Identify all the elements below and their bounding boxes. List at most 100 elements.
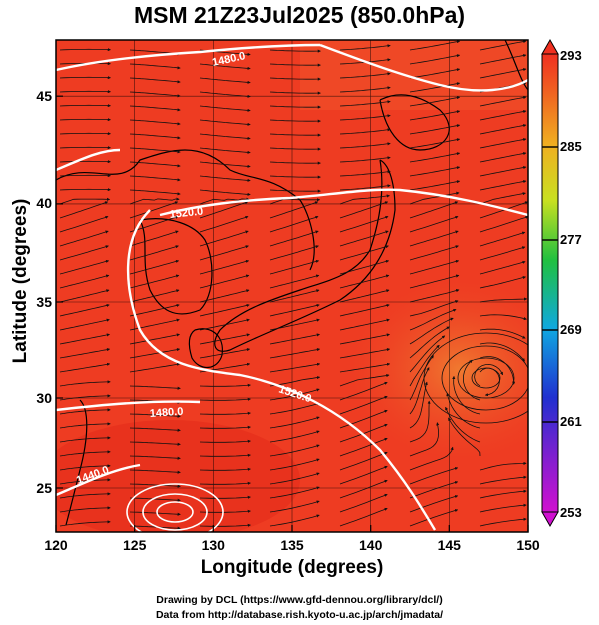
streamline bbox=[479, 475, 527, 485]
y-tick-label: 45 bbox=[36, 88, 52, 104]
streamline bbox=[269, 444, 320, 457]
streamline bbox=[59, 394, 111, 401]
streamline bbox=[409, 300, 459, 317]
streamline bbox=[339, 373, 390, 387]
streamline bbox=[129, 289, 180, 303]
streamline bbox=[199, 509, 251, 513]
streamline bbox=[339, 245, 389, 261]
streamline bbox=[129, 469, 181, 474]
streamline bbox=[409, 274, 460, 289]
streamline bbox=[269, 318, 320, 331]
streamline bbox=[59, 450, 111, 457]
streamline bbox=[409, 110, 461, 121]
streamline bbox=[199, 201, 249, 219]
streamline bbox=[129, 77, 181, 84]
streamline bbox=[59, 408, 111, 415]
streamline bbox=[269, 333, 321, 345]
streamline bbox=[199, 397, 251, 401]
x-tick-label: 130 bbox=[201, 537, 225, 553]
streamline bbox=[199, 230, 249, 247]
streamline bbox=[339, 333, 391, 345]
x-tick-marks bbox=[55, 95, 529, 532]
streamline bbox=[129, 427, 181, 432]
streamline bbox=[339, 409, 388, 429]
streamline bbox=[269, 91, 321, 95]
colorbar-tick-label: 253 bbox=[560, 505, 582, 520]
streamline bbox=[479, 67, 527, 79]
streamline bbox=[409, 289, 460, 303]
streamline bbox=[409, 180, 461, 191]
streamline bbox=[446, 392, 481, 429]
streamline bbox=[199, 245, 249, 261]
streamline bbox=[199, 189, 251, 196]
streamline bbox=[199, 303, 250, 317]
streamline bbox=[199, 197, 250, 205]
streamline bbox=[339, 465, 388, 485]
streamline bbox=[269, 201, 319, 219]
streamline bbox=[129, 413, 181, 418]
streamline bbox=[59, 348, 111, 359]
streamline bbox=[199, 147, 251, 154]
streamline bbox=[59, 215, 109, 233]
streamline bbox=[339, 493, 388, 513]
streamline bbox=[339, 230, 389, 247]
streamline bbox=[269, 362, 321, 373]
x-tick-label: 140 bbox=[359, 537, 383, 553]
streamline bbox=[199, 259, 250, 275]
streamline bbox=[199, 333, 251, 345]
streamline bbox=[59, 48, 111, 52]
streamline bbox=[409, 54, 461, 65]
streamline bbox=[448, 417, 481, 457]
y-tick-label: 25 bbox=[36, 480, 52, 496]
colorbar-tick-label: 293 bbox=[560, 48, 582, 63]
streamline bbox=[129, 63, 181, 70]
streamline bbox=[59, 318, 110, 331]
x-tick-label: 120 bbox=[44, 537, 68, 553]
streamline bbox=[129, 333, 181, 345]
streamline bbox=[409, 68, 461, 79]
contour-line bbox=[56, 463, 141, 497]
streamline bbox=[269, 175, 321, 179]
sakhalin-coast bbox=[504, 40, 528, 91]
streamline bbox=[129, 455, 181, 460]
streamline bbox=[129, 441, 181, 446]
colorbar-min-arrow bbox=[541, 511, 559, 528]
streamline bbox=[59, 132, 111, 136]
streamline bbox=[199, 133, 251, 140]
streamline bbox=[129, 497, 181, 502]
streamline bbox=[409, 191, 460, 205]
streamline bbox=[59, 506, 111, 513]
streamline bbox=[129, 175, 181, 182]
streamline bbox=[409, 467, 459, 485]
streamline bbox=[339, 100, 391, 107]
streamline bbox=[479, 151, 527, 163]
korea-peninsula bbox=[139, 218, 213, 315]
streamline bbox=[199, 289, 250, 303]
x-tick-label: 135 bbox=[280, 537, 304, 553]
colorbar-tick-label: 261 bbox=[560, 414, 582, 429]
streamline bbox=[269, 49, 321, 53]
streamline bbox=[59, 259, 110, 275]
x-tick-label: 150 bbox=[516, 537, 540, 553]
streamline bbox=[59, 422, 111, 429]
streamline bbox=[59, 188, 111, 192]
streamline bbox=[199, 161, 251, 168]
streamline bbox=[269, 215, 319, 233]
streamline bbox=[445, 406, 481, 443]
streamline bbox=[199, 523, 251, 527]
streamline bbox=[59, 230, 109, 247]
streamline bbox=[269, 198, 321, 205]
streamline bbox=[409, 400, 431, 443]
streamline bbox=[479, 276, 527, 289]
streamline bbox=[409, 152, 461, 163]
streamline bbox=[199, 439, 251, 443]
streamline bbox=[479, 503, 527, 513]
streamline bbox=[339, 318, 390, 331]
streamline bbox=[479, 137, 527, 149]
streamline bbox=[59, 104, 111, 108]
streamline bbox=[339, 170, 391, 177]
streamline bbox=[339, 72, 391, 79]
streamline bbox=[129, 133, 181, 140]
hokkaido-coast bbox=[379, 94, 450, 151]
